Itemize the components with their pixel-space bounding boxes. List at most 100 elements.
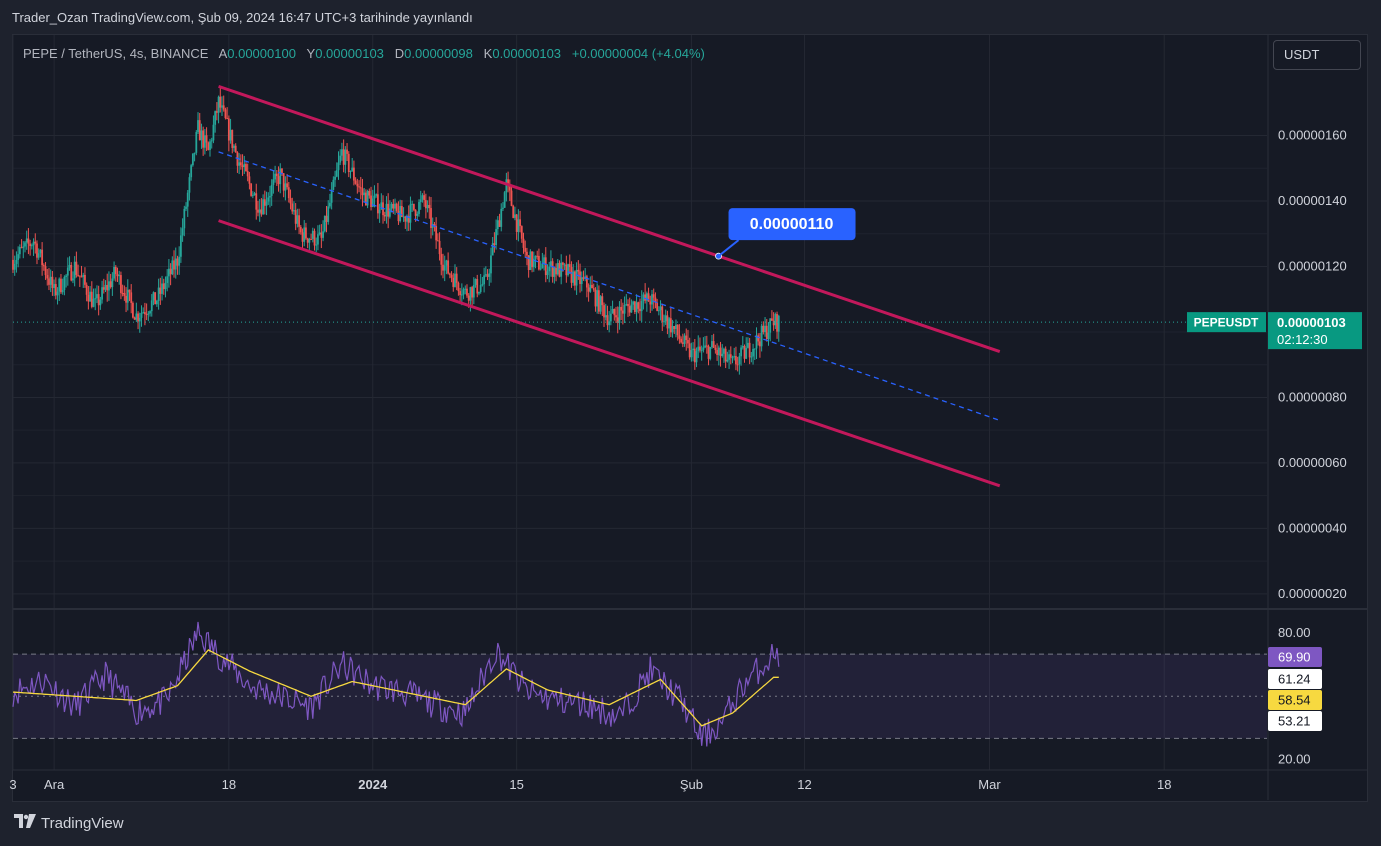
rsi-value-tag xyxy=(1268,647,1322,667)
price-tick-label: 0.00000040 xyxy=(1278,520,1347,535)
candle-body xyxy=(541,263,544,269)
rsi-ma-line[interactable] xyxy=(12,649,779,727)
channel-upper-line[interactable] xyxy=(218,84,1001,354)
rsi-ma-tag xyxy=(1268,690,1322,710)
candle-body xyxy=(203,135,206,148)
candle-body xyxy=(562,262,564,265)
candle-body xyxy=(145,314,148,316)
candle-body xyxy=(747,342,749,348)
channel-mid-line[interactable] xyxy=(218,151,1000,421)
candle-body xyxy=(604,315,607,318)
candle-body xyxy=(527,255,530,271)
candle-body xyxy=(318,232,321,235)
candle-body xyxy=(188,177,191,193)
candle-body xyxy=(332,179,335,190)
candle-body xyxy=(70,265,73,281)
candle-body xyxy=(156,300,158,305)
candle-body xyxy=(440,254,443,265)
candle-body xyxy=(447,260,450,274)
candle-body xyxy=(729,354,732,358)
candle-body xyxy=(661,306,664,322)
candle-body xyxy=(195,132,198,153)
candle-body xyxy=(507,179,509,184)
candle-body xyxy=(198,120,201,141)
symbol-tag xyxy=(1187,312,1266,333)
candle-body xyxy=(491,243,494,256)
candle-body xyxy=(181,228,184,236)
candle-body xyxy=(90,291,93,307)
candle-body xyxy=(85,284,88,295)
candle-body xyxy=(411,203,414,205)
candle-body xyxy=(53,284,56,288)
rsi-line[interactable] xyxy=(12,621,780,747)
candle-body xyxy=(310,238,312,240)
candle-body xyxy=(109,281,112,288)
candle-body xyxy=(341,149,343,156)
candle-body xyxy=(39,249,42,254)
rsi-band-fill xyxy=(13,654,1267,739)
candle-body xyxy=(565,264,568,276)
candle-body xyxy=(66,267,69,276)
candle-body xyxy=(385,203,388,217)
candle-body xyxy=(380,202,383,210)
candle-body xyxy=(106,284,109,291)
candle-body xyxy=(608,321,611,326)
channel-lower-line[interactable] xyxy=(218,219,1001,488)
candle-body xyxy=(125,295,127,303)
rsi-value-tag-label: 69.90 xyxy=(1278,650,1311,665)
candle-body xyxy=(54,284,57,296)
candle-body xyxy=(709,347,712,359)
candle-body xyxy=(383,215,386,217)
candle-body xyxy=(428,204,431,209)
candle-body xyxy=(736,364,739,366)
symbol-label[interactable]: PEPE / TetherUS, 4s, BINANCE xyxy=(23,46,209,61)
candle-body xyxy=(162,283,165,290)
candle-body xyxy=(152,292,155,301)
candle-body xyxy=(239,162,242,166)
candle-body xyxy=(471,287,474,298)
candle-body xyxy=(407,215,410,223)
candle-body xyxy=(654,297,657,303)
candle-body xyxy=(30,245,33,247)
candle-body xyxy=(87,294,90,302)
candle-body xyxy=(227,118,230,141)
rsi-ma-tag-label: 58.54 xyxy=(1278,693,1311,708)
candle-body xyxy=(656,302,659,311)
last-price-label: 0.00000103 xyxy=(1277,315,1346,330)
candle-body xyxy=(416,213,419,216)
candle-body xyxy=(520,226,523,239)
band-upper-tag-label: 61.24 xyxy=(1278,672,1311,687)
candle-body xyxy=(436,240,439,242)
candle-body xyxy=(267,197,270,202)
candle-body xyxy=(222,105,225,110)
candle-body xyxy=(27,238,30,244)
candle-body xyxy=(632,301,635,305)
candle-body xyxy=(721,353,724,357)
currency-button[interactable]: USDT xyxy=(1273,40,1361,70)
candle-body xyxy=(246,171,249,177)
candle-body xyxy=(464,288,467,290)
candle-body xyxy=(519,219,521,227)
candle-body xyxy=(599,296,602,312)
candle-body xyxy=(424,200,427,209)
candle-body xyxy=(388,208,391,217)
candle-body xyxy=(687,340,689,344)
candle-body xyxy=(248,176,251,184)
candle-body xyxy=(623,304,626,314)
candle-body xyxy=(229,129,232,141)
candle-body xyxy=(397,210,400,222)
ohlc-legend: PEPE / TetherUS, 4s, BINANCE A0.00000100… xyxy=(23,46,705,61)
candle-body xyxy=(329,202,331,207)
candle-body xyxy=(579,271,581,284)
candle-body xyxy=(472,284,475,298)
annotation-box[interactable] xyxy=(728,208,856,241)
candle-body xyxy=(685,335,688,341)
brand[interactable]: TradingView xyxy=(14,814,124,832)
candle-body xyxy=(762,325,765,333)
candle-body xyxy=(572,271,575,283)
candle-body xyxy=(215,111,218,113)
candle-body xyxy=(387,203,390,217)
candle-body xyxy=(132,302,134,318)
candle-body xyxy=(635,302,638,312)
